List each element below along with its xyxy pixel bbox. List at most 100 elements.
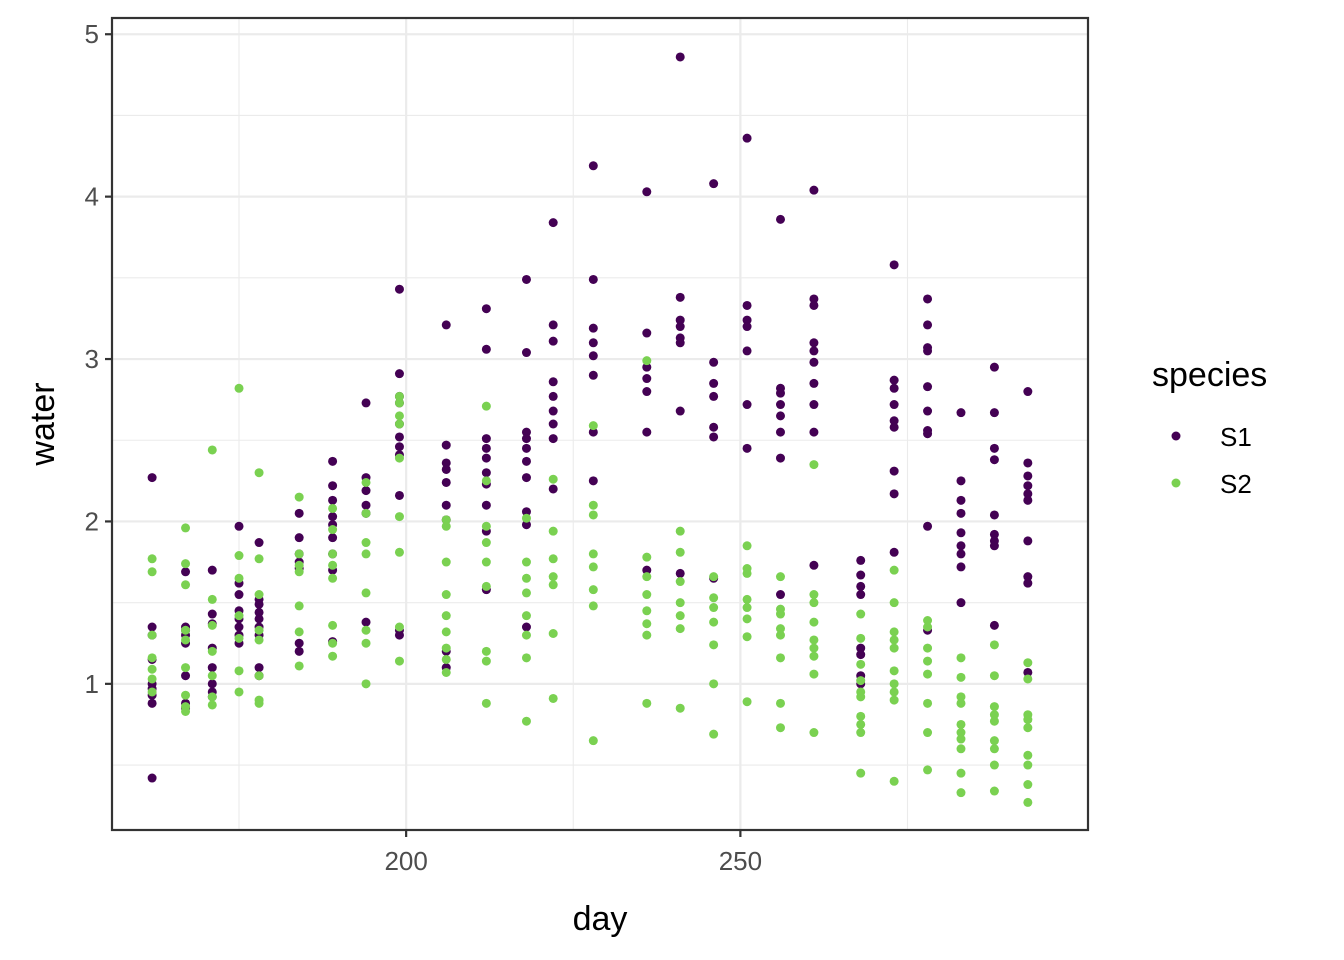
point-s2 xyxy=(709,617,719,627)
point-s2 xyxy=(207,692,217,702)
point-s2 xyxy=(207,671,217,681)
point-s2 xyxy=(234,551,244,561)
point-s1 xyxy=(328,495,338,505)
point-s2 xyxy=(394,512,404,522)
point-s1 xyxy=(548,320,558,330)
point-s2 xyxy=(989,716,999,726)
point-s2 xyxy=(207,620,217,630)
point-s2 xyxy=(642,630,652,640)
point-s1 xyxy=(742,133,752,143)
point-s2 xyxy=(548,526,558,536)
point-s1 xyxy=(956,408,966,418)
point-s1 xyxy=(394,432,404,442)
point-s1 xyxy=(642,328,652,338)
point-s1 xyxy=(521,507,531,517)
point-s2 xyxy=(809,460,819,470)
point-s1 xyxy=(923,346,933,356)
point-s1 xyxy=(1023,458,1033,468)
point-s2 xyxy=(234,611,244,621)
point-s2 xyxy=(521,588,531,598)
point-s1 xyxy=(709,432,719,442)
point-s1 xyxy=(642,387,652,397)
point-s2 xyxy=(147,630,157,640)
point-s1 xyxy=(521,434,531,444)
point-s2 xyxy=(675,611,685,621)
point-s1 xyxy=(923,429,933,439)
point-s2 xyxy=(889,643,899,653)
point-s2 xyxy=(181,580,191,590)
point-s1 xyxy=(441,477,451,487)
point-s2 xyxy=(809,669,819,679)
point-s1 xyxy=(989,541,999,551)
point-s2 xyxy=(775,609,785,619)
point-s2 xyxy=(481,557,491,567)
point-s1 xyxy=(1023,471,1033,481)
point-s2 xyxy=(889,565,899,575)
point-s2 xyxy=(394,622,404,632)
point-s2 xyxy=(956,744,966,754)
point-s2 xyxy=(775,624,785,634)
point-s2 xyxy=(328,503,338,513)
point-s2 xyxy=(642,552,652,562)
point-s1 xyxy=(548,377,558,387)
point-s1 xyxy=(956,598,966,608)
point-s1 xyxy=(923,406,933,416)
point-s1 xyxy=(956,495,966,505)
point-s2 xyxy=(742,603,752,613)
point-s2 xyxy=(548,554,558,564)
point-s1 xyxy=(234,590,244,600)
point-s1 xyxy=(254,607,264,617)
point-s2 xyxy=(147,567,157,577)
point-s1 xyxy=(1023,387,1033,397)
point-s1 xyxy=(889,489,899,499)
point-s2 xyxy=(294,567,304,577)
point-s2 xyxy=(856,728,866,738)
point-s1 xyxy=(742,300,752,310)
major-gridlines xyxy=(112,18,1088,830)
point-s1 xyxy=(548,406,558,416)
point-s2 xyxy=(441,611,451,621)
point-s1 xyxy=(548,218,558,228)
point-s2 xyxy=(254,698,264,708)
point-s2 xyxy=(328,638,338,648)
point-s1 xyxy=(923,382,933,392)
point-s2 xyxy=(207,700,217,710)
point-s1 xyxy=(856,570,866,580)
point-s1 xyxy=(809,294,819,304)
point-s2 xyxy=(588,510,598,520)
point-s2 xyxy=(328,560,338,570)
point-s2 xyxy=(989,760,999,770)
point-s2 xyxy=(234,383,244,393)
point-s1 xyxy=(481,453,491,463)
point-s2 xyxy=(809,651,819,661)
point-s2 xyxy=(207,594,217,604)
point-s1 xyxy=(394,442,404,452)
point-s2 xyxy=(989,744,999,754)
point-s2 xyxy=(361,679,371,689)
point-s2 xyxy=(923,728,933,738)
point-s1 xyxy=(254,614,264,624)
point-s2 xyxy=(441,667,451,677)
point-s1 xyxy=(989,510,999,520)
y-axis-title: water xyxy=(24,382,62,466)
point-s2 xyxy=(181,559,191,569)
point-s2 xyxy=(181,706,191,716)
point-s1 xyxy=(181,567,191,577)
point-s2 xyxy=(394,398,404,408)
point-s2 xyxy=(481,538,491,548)
point-s1 xyxy=(361,617,371,627)
point-s2 xyxy=(709,729,719,739)
point-s2 xyxy=(1023,658,1033,668)
point-s1 xyxy=(1023,489,1033,499)
legend-key-s2 xyxy=(1171,478,1181,488)
legend-title: species xyxy=(1152,356,1267,394)
point-s2 xyxy=(856,768,866,778)
point-s1 xyxy=(642,374,652,384)
point-s2 xyxy=(1023,760,1033,770)
point-s1 xyxy=(775,400,785,410)
point-s1 xyxy=(1023,572,1033,582)
point-s2 xyxy=(181,690,191,700)
point-s2 xyxy=(956,734,966,744)
point-s1 xyxy=(809,378,819,388)
point-s1 xyxy=(441,464,451,474)
